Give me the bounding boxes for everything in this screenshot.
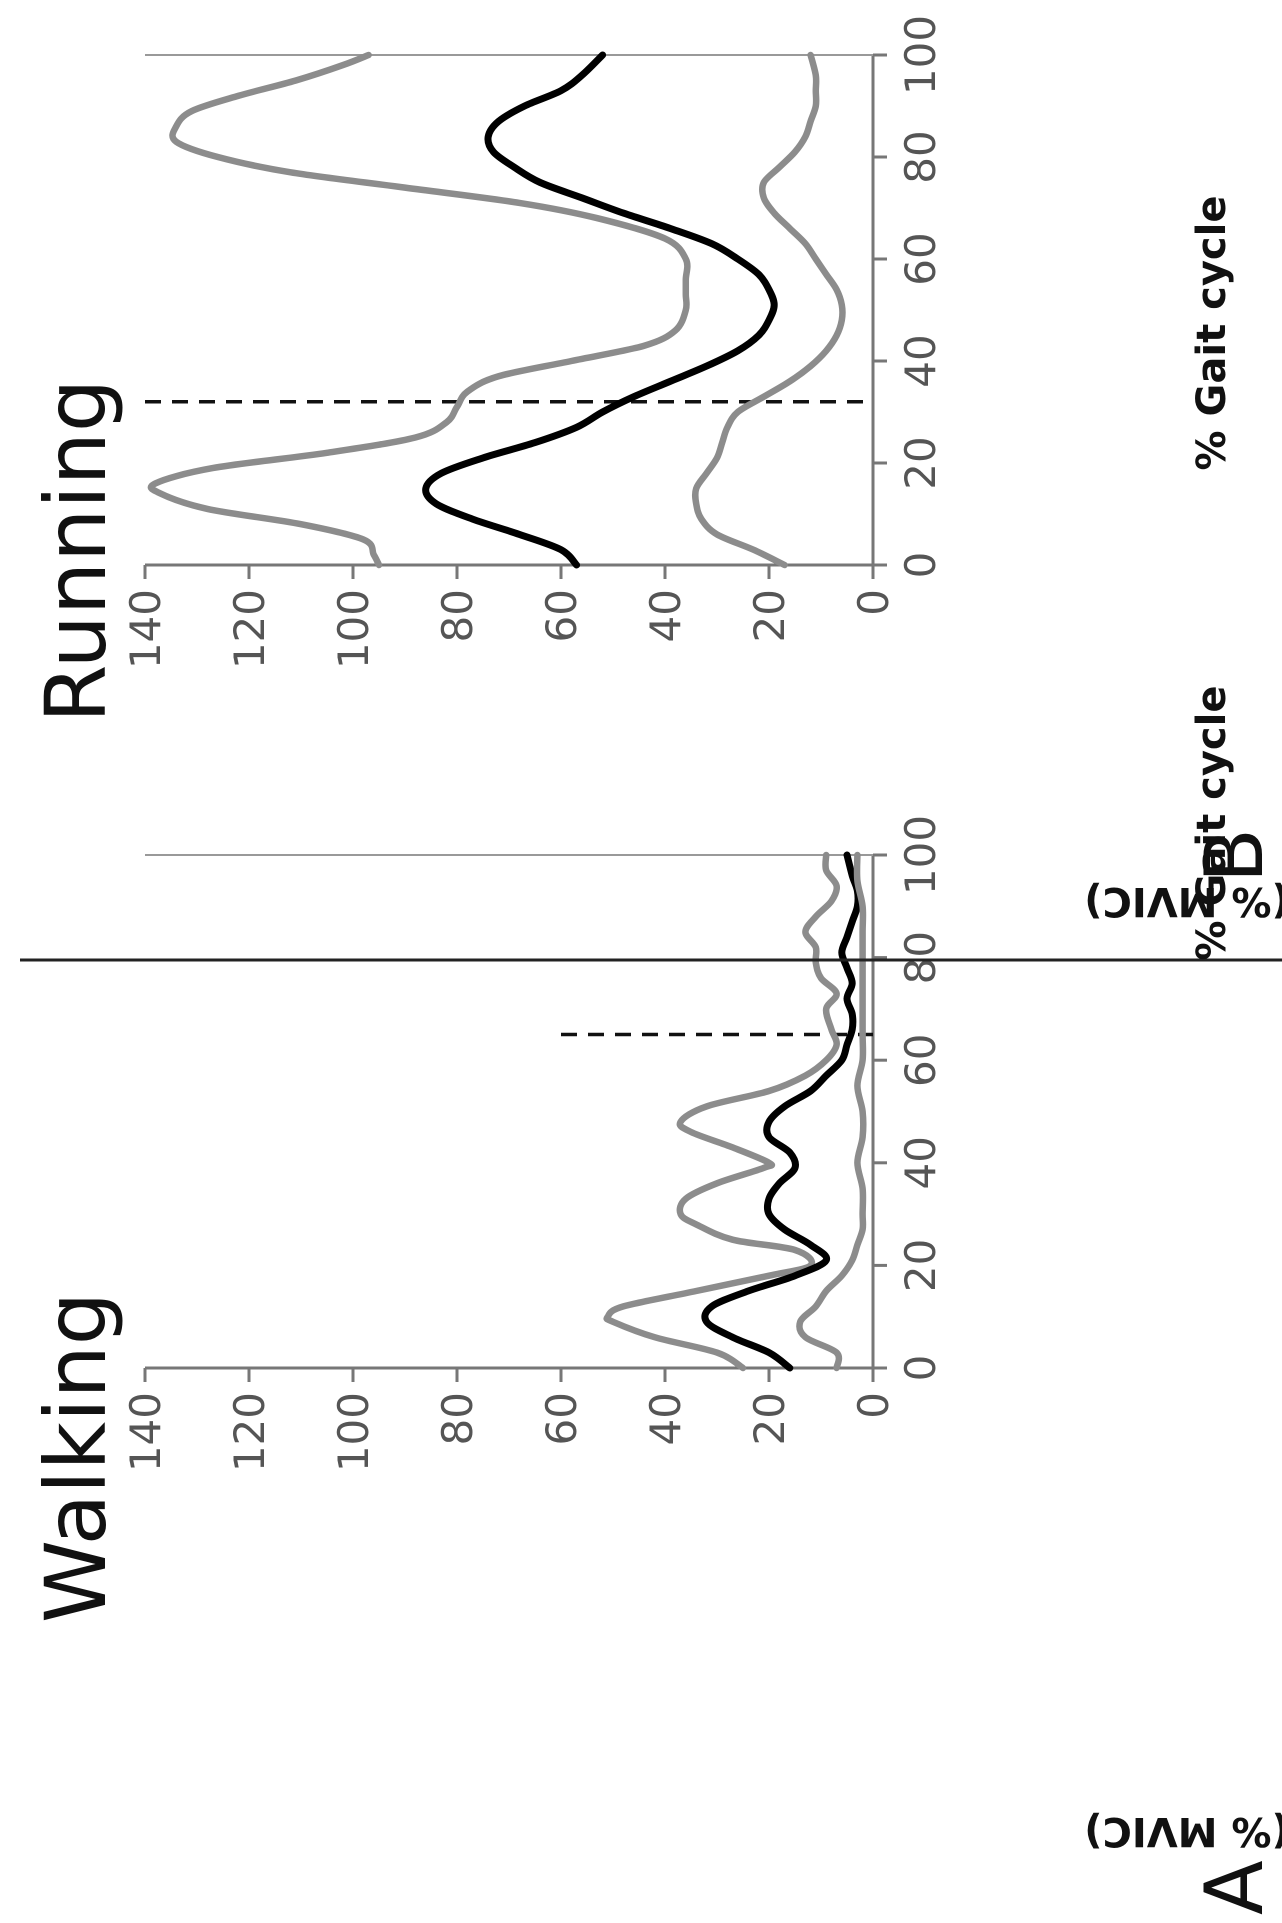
x-ticks: 0 20 40 60 80 100 [873,815,945,1381]
x-tick-label: 60 [896,232,945,285]
y-tick-label: 100 [329,1392,378,1472]
x-tick-label: 0 [896,552,945,579]
y-ticks: 0 20 40 60 80 100 120 140 [121,565,898,669]
axes [145,854,875,1370]
x-tick-label: 20 [896,1239,945,1292]
series-line-upper [603,851,841,1372]
y-tick-label: 60 [537,1392,586,1445]
series-group [145,51,873,569]
x-axis-label: % Gait cycle [1189,686,1235,961]
y-tick-label: 0 [849,1392,898,1419]
y-tick-label: 20 [745,1392,794,1445]
panel-walking: Walking A % Gait cycle Amplitude (% MVIC… [27,196,1282,1915]
y-tick-label: 80 [433,1392,482,1445]
y-ticks: 0 20 40 60 80 100 120 140 [121,1368,898,1472]
y-tick-label: 40 [641,589,690,642]
series-line-upper [147,51,691,569]
y-axis-label: Amplitude (% MVIC) [1084,878,1282,924]
panel-letter: A [1188,1860,1281,1915]
y-tick-label: 140 [121,1392,170,1472]
y-tick-label: 120 [225,1392,274,1472]
x-ticks: 0 20 40 60 80 100 [873,15,945,578]
y-tick-label: 140 [121,589,170,669]
y-tick-label: 60 [537,589,586,642]
x-tick-label: 100 [896,815,945,895]
x-tick-label: 100 [896,15,945,95]
x-tick-label: 20 [896,436,945,489]
x-tick-label: 0 [896,1355,945,1382]
y-tick-label: 40 [641,1392,690,1445]
y-tick-label: 120 [225,589,274,669]
panel-letter: B [1188,828,1281,883]
x-tick-label: 40 [896,334,945,387]
y-tick-label: 80 [433,589,482,642]
x-tick-label: 60 [896,1033,945,1086]
panel-title: Running [27,379,125,723]
series-line-lower [691,51,846,569]
x-tick-label: 40 [896,1136,945,1189]
series-line-mean [422,51,778,569]
y-tick-label: 0 [849,589,898,616]
panel-title: Walking [27,1292,125,1623]
y-axis-label: Amplitude (% MVIC) [1084,1808,1282,1854]
y-tick-label: 100 [329,589,378,669]
x-axis-label: % Gait cycle [1189,196,1235,471]
series-group [561,851,873,1372]
series-line-lower [796,851,867,1372]
panel-running: Running B Amplitude (% MVIC) % Gait cycl… [27,15,1282,961]
x-tick-label: 80 [896,931,945,984]
series-line-mean [701,851,862,1372]
x-tick-label: 80 [896,130,945,183]
y-tick-label: 20 [745,589,794,642]
axes [145,54,875,567]
